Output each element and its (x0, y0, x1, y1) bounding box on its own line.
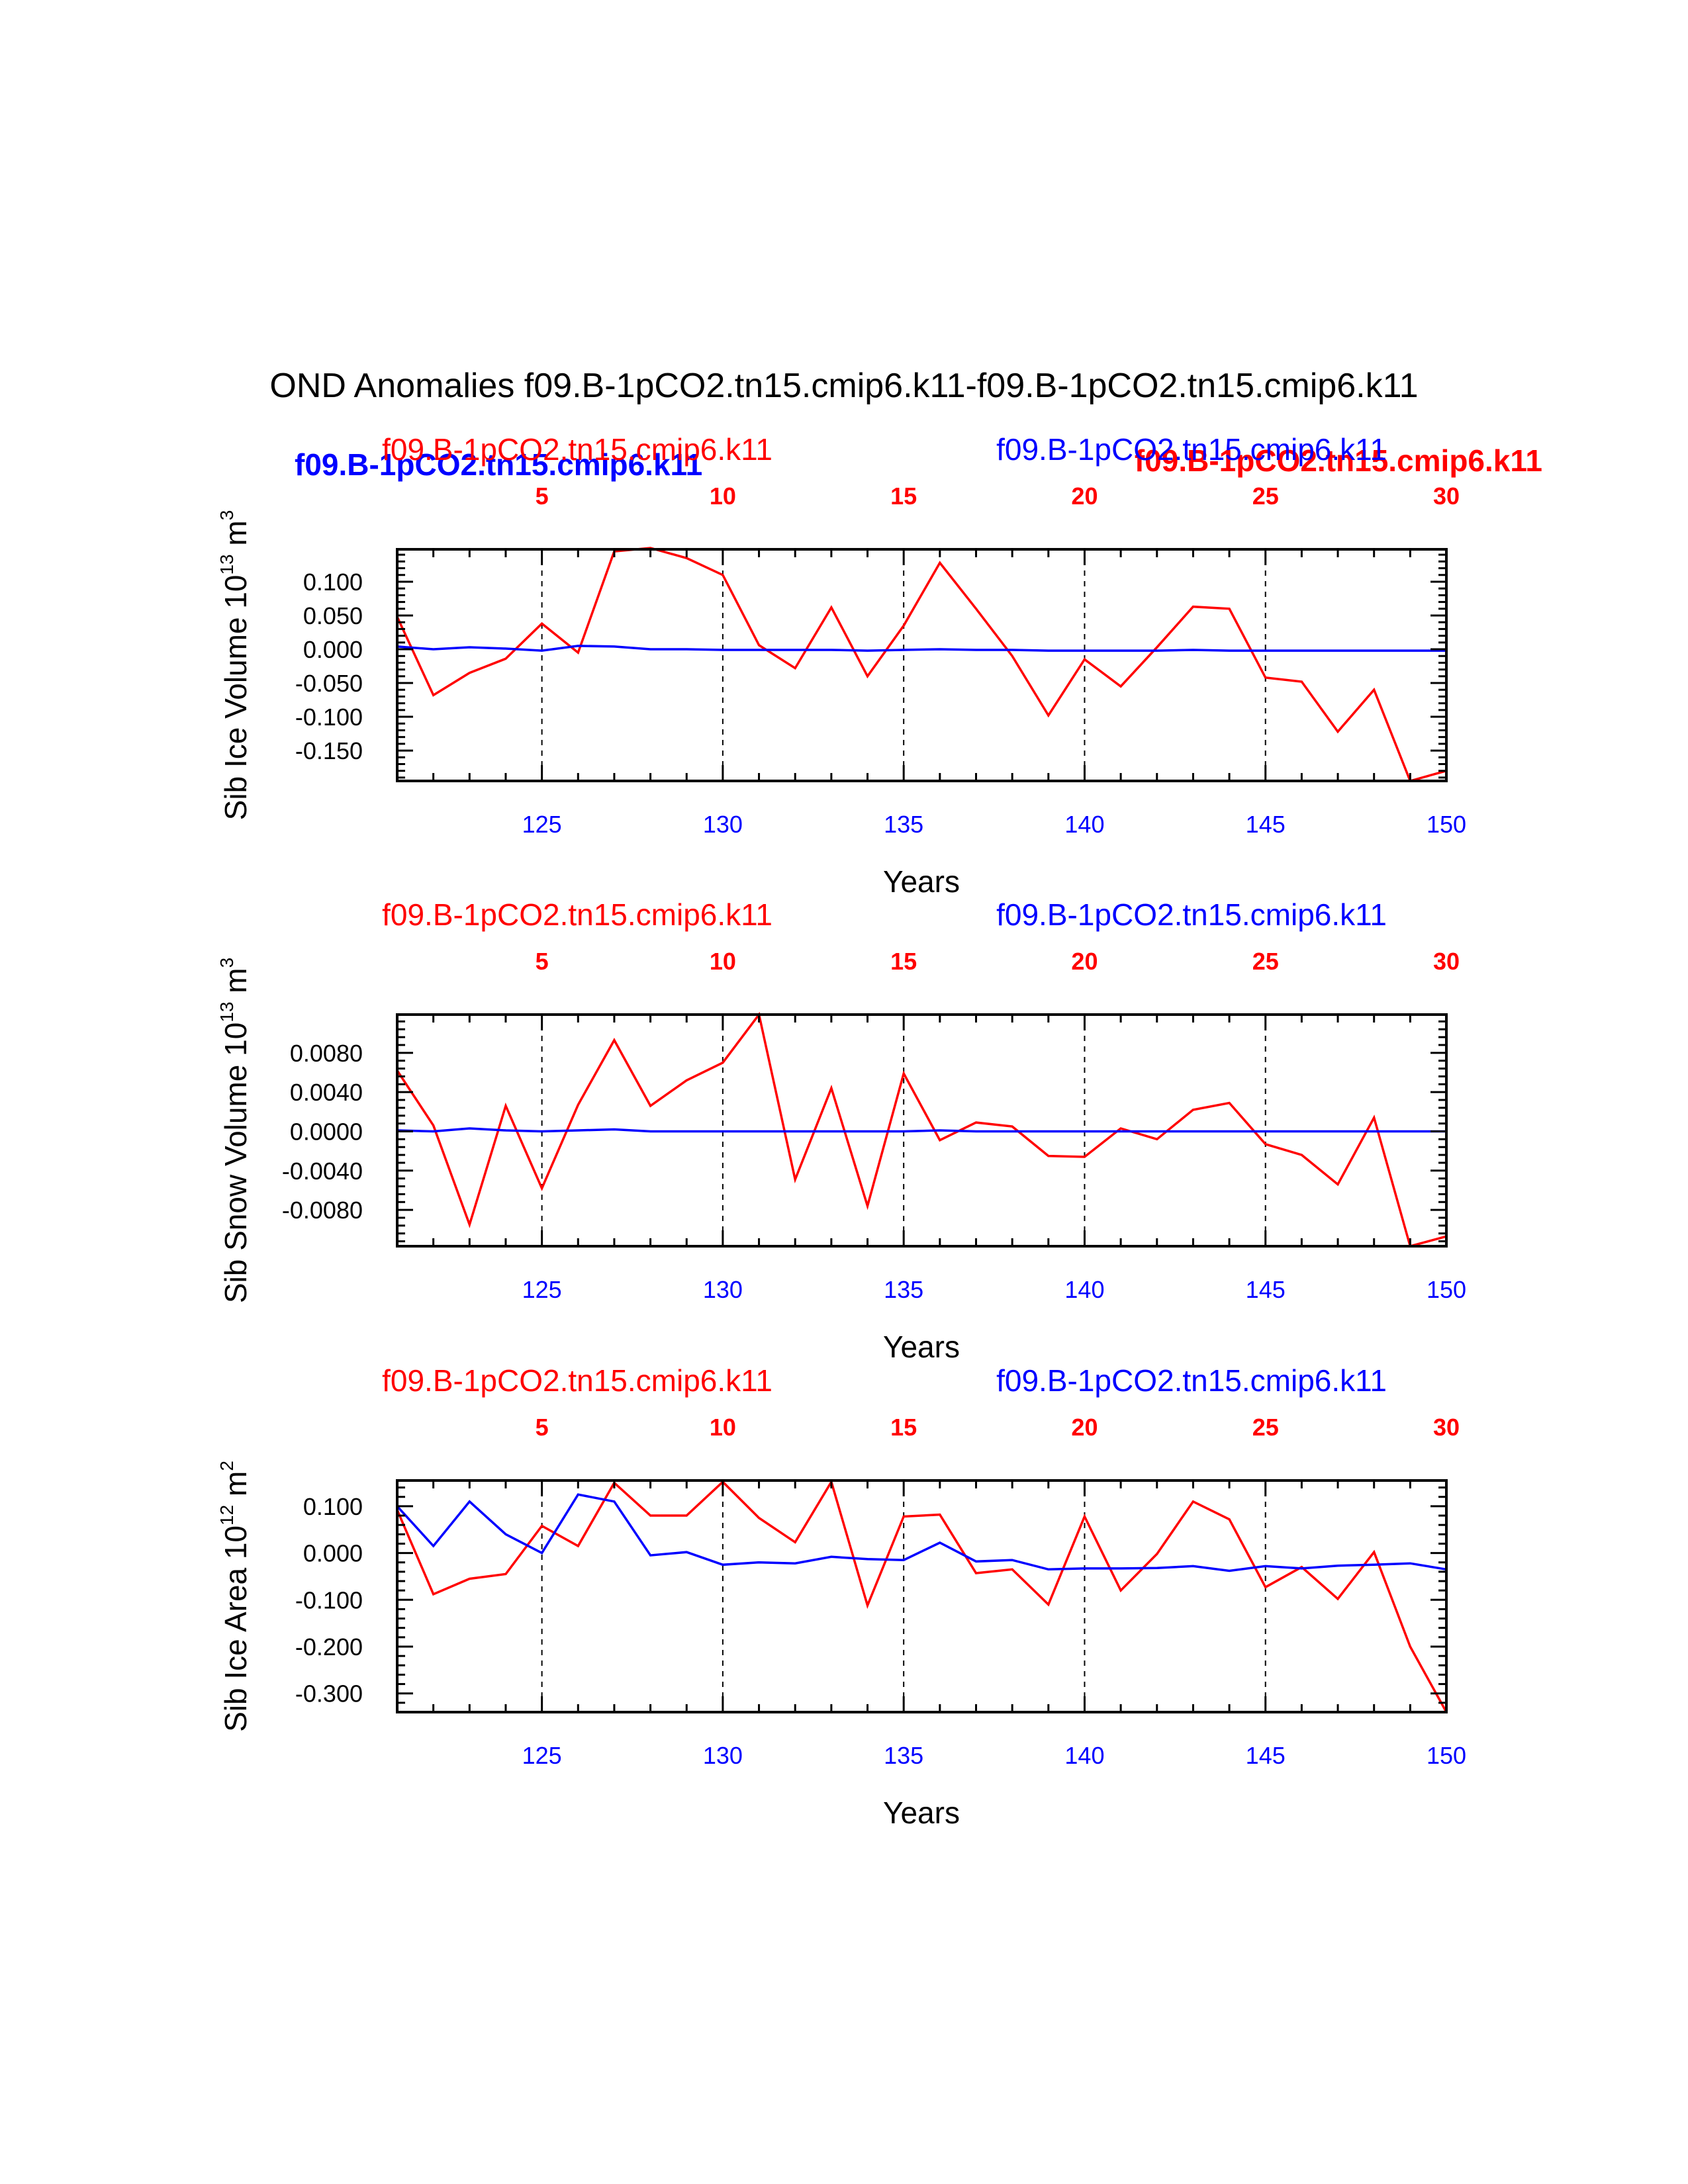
y-axis-title-exponent: 12 (216, 1505, 237, 1525)
y-axis-title-exponent: 2 (216, 1461, 237, 1471)
x-tick-label: 145 (1246, 1742, 1286, 1769)
y-tick-label: 0.0080 (290, 1040, 363, 1067)
x-tick-label: 145 (1246, 811, 1286, 838)
x-tick-label: 125 (522, 1276, 562, 1303)
top-tick-label: 10 (710, 482, 736, 510)
top-tick-label: 25 (1252, 482, 1279, 510)
y-axis-title-part: m (218, 1471, 253, 1505)
top-tick-label: 20 (1071, 482, 1098, 510)
x-tick-label: 145 (1246, 1276, 1286, 1303)
x-tick-label: 140 (1064, 811, 1104, 838)
top-tick-label: 25 (1252, 948, 1279, 975)
figure-title: OND Anomalies f09.B-1pCO2.tn15.cmip6.k11… (269, 367, 1418, 405)
series-line-case2 (397, 645, 1446, 652)
case2-label: f09.B-1pCO2.tn15.cmip6.k11 (996, 897, 1387, 932)
series-line-case2 (396, 1493, 1447, 1572)
top-tick-label: 5 (536, 482, 549, 510)
x-tick-label: 135 (884, 811, 923, 838)
y-axis-title-part: m (218, 968, 253, 1001)
case1-label: f09.B-1pCO2.tn15.cmip6.k11 (382, 1363, 773, 1398)
y-tick-label: 0.000 (303, 1540, 363, 1567)
y-axis-title-part: m (218, 520, 253, 554)
overlap-label-case2-bold: f09.B-1pCO2.tn15.cmip6.k11 (295, 447, 702, 482)
case1-label: f09.B-1pCO2.tn15.cmip6.k11 (382, 432, 773, 467)
case2-label: f09.B-1pCO2.tn15.cmip6.k11 (996, 432, 1387, 467)
plot-frame (396, 1479, 1448, 1713)
y-axis-title-exponent: 13 (216, 554, 237, 574)
top-tick-label: 15 (890, 948, 917, 975)
x-tick-label: 140 (1064, 1742, 1104, 1769)
panel-2: f09.B-1pCO2.tn15.cmip6.k11 f09.B-1pCO2.tn… (216, 897, 1466, 1364)
top-tick-label: 20 (1071, 1414, 1098, 1441)
y-tick-label: -0.050 (295, 670, 363, 697)
top-tick-label: 25 (1252, 1414, 1279, 1441)
series-line-case1 (396, 1011, 1447, 1248)
y-tick-label: 0.0000 (290, 1118, 363, 1145)
top-tick-label: 15 (890, 1414, 917, 1441)
series-line-case1 (396, 547, 1447, 783)
x-tick-label: 135 (884, 1742, 923, 1769)
case2-label: f09.B-1pCO2.tn15.cmip6.k11 (996, 1363, 1387, 1398)
y-tick-label: -0.300 (295, 1680, 363, 1707)
y-axis-title-part: Sib Snow Volume 10 (218, 1023, 253, 1304)
y-axis-title: Sib Ice Volume 1013 m3 (216, 510, 253, 821)
top-tick-label: 10 (710, 948, 736, 975)
x-tick-label: 150 (1427, 811, 1466, 838)
panel-1: f09.B-1pCO2.tn15.cmip6.k11 f09.B-1pCO2.tn… (216, 432, 1466, 899)
y-axis-title-exponent: 3 (216, 958, 237, 968)
top-tick-label: 15 (890, 482, 917, 510)
top-tick-label: 30 (1433, 482, 1460, 510)
y-tick-label: 0.000 (303, 636, 363, 663)
x-axis-title: Years (883, 864, 960, 899)
overlap-label-case1-bold: f09.B-1pCO2.tn15.cmip6.k11 (1135, 443, 1542, 478)
x-tick-label: 130 (703, 811, 743, 838)
y-tick-label: 0.100 (303, 569, 363, 596)
y-axis-title: Sib Snow Volume 1013 m3 (216, 958, 253, 1303)
y-tick-label: -0.0040 (282, 1158, 363, 1185)
top-tick-label: 5 (536, 1414, 549, 1441)
panel-3: f09.B-1pCO2.tn15.cmip6.k11 f09.B-1pCO2.tn… (216, 1363, 1466, 1830)
y-tick-label: -0.100 (295, 704, 363, 731)
top-tick-label: 30 (1433, 1414, 1460, 1441)
x-tick-label: 125 (522, 1742, 562, 1769)
x-axis-title: Years (883, 1330, 960, 1364)
top-tick-label: 20 (1071, 948, 1098, 975)
x-tick-label: 125 (522, 811, 562, 838)
series-line-case2 (397, 1127, 1446, 1133)
y-axis-title-part: Sib Ice Area 10 (218, 1525, 253, 1732)
x-axis-title: Years (883, 1796, 960, 1830)
top-tick-label: 30 (1433, 948, 1460, 975)
x-tick-label: 140 (1064, 1276, 1104, 1303)
top-tick-label: 5 (536, 948, 549, 975)
y-tick-label: 0.0040 (290, 1079, 363, 1106)
x-tick-label: 150 (1427, 1742, 1466, 1769)
y-tick-label: -0.150 (295, 737, 363, 764)
y-tick-label: 0.100 (303, 1493, 363, 1520)
series-line-case1 (396, 1479, 1448, 1713)
y-axis-title: Sib Ice Area 1012 m2 (216, 1461, 253, 1732)
plot-frame (396, 548, 1448, 782)
x-tick-label: 135 (884, 1276, 923, 1303)
top-tick-label: 10 (710, 1414, 736, 1441)
y-axis-title-part: Sib Ice Volume 10 (218, 575, 253, 821)
x-tick-label: 130 (703, 1276, 743, 1303)
x-tick-label: 130 (703, 1742, 743, 1769)
y-axis-title-exponent: 13 (216, 1002, 237, 1023)
y-axis-title-exponent: 3 (216, 510, 237, 521)
y-tick-label: 0.050 (303, 602, 363, 629)
panels-group: f09.B-1pCO2.tn15.cmip6.k11 f09.B-1pCO2.tn… (216, 432, 1466, 1830)
y-tick-label: -0.200 (295, 1633, 363, 1661)
y-tick-label: -0.0080 (282, 1197, 363, 1224)
x-tick-label: 150 (1427, 1276, 1466, 1303)
y-tick-label: -0.100 (295, 1586, 363, 1614)
case1-label: f09.B-1pCO2.tn15.cmip6.k11 (382, 897, 773, 932)
